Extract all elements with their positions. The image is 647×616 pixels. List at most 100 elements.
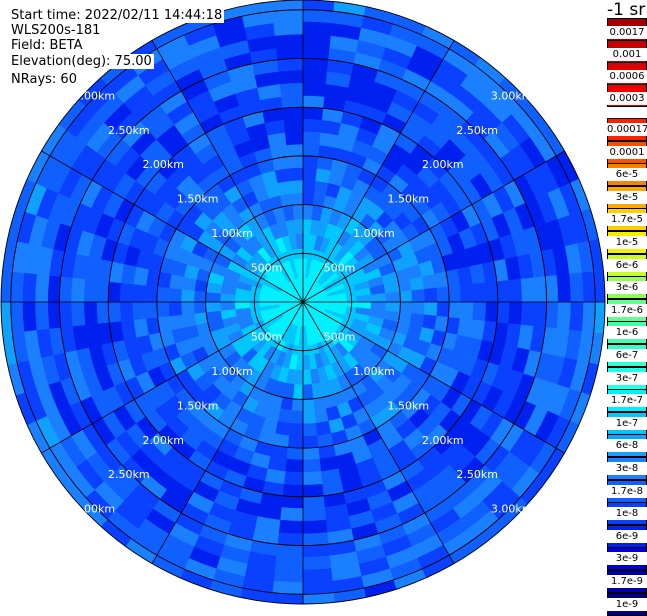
heatmap-cell xyxy=(472,301,487,322)
heatmap-cell xyxy=(282,106,304,121)
heatmap-cell xyxy=(169,314,185,331)
heatmap-cell xyxy=(302,82,327,97)
heatmap-cell xyxy=(302,532,329,546)
heatmap-cell xyxy=(581,301,596,333)
heatmap-cell xyxy=(168,301,183,317)
range-ring-label: 500m xyxy=(251,262,283,275)
heatmap-cell xyxy=(302,580,334,595)
range-ring-label: 500m xyxy=(324,330,356,343)
colorbar-tick-label: 3e-6 xyxy=(607,281,647,295)
heatmap-cell xyxy=(312,397,326,411)
colorbar-tick-label: 6e-5 xyxy=(607,168,647,182)
heatmap-cell xyxy=(436,286,450,303)
heatmap-cell xyxy=(399,290,413,303)
heatmap-cell xyxy=(302,384,314,400)
range-labels: 500m 500m 500m 500m 1.00km 1.00km 1.00km 1.00km… xyxy=(74,89,533,515)
heatmap-cell xyxy=(398,279,412,293)
azimuth-spoke xyxy=(302,150,565,303)
heatmap-cell xyxy=(459,283,474,303)
heatmap-cell xyxy=(569,301,584,332)
heatmap-cell xyxy=(290,180,304,194)
heatmap-cell xyxy=(302,9,334,24)
heatmap-cell xyxy=(385,291,401,303)
heatmap-cell xyxy=(421,273,437,290)
heatmap-cell xyxy=(302,155,319,169)
heatmap-cell xyxy=(276,543,304,558)
heatmap-cell xyxy=(302,519,328,535)
colorbar-tick-label: 3e-8 xyxy=(607,462,647,475)
heatmap-cell xyxy=(10,271,25,303)
heatmap-cell xyxy=(181,313,197,328)
range-ring-label: 1.50km xyxy=(388,399,430,412)
heatmap-cell xyxy=(302,555,332,571)
range-ring-label: 2.00km xyxy=(422,158,464,171)
heatmap-cell xyxy=(272,580,304,595)
heatmap-cell xyxy=(409,276,425,291)
range-ring-label: 3.00km xyxy=(74,503,116,516)
heatmap-cell xyxy=(282,483,304,498)
heatmap-cell xyxy=(459,301,474,321)
heatmap-cell xyxy=(302,410,316,424)
azimuth-spoke xyxy=(302,301,455,564)
heatmap-cell xyxy=(302,398,315,412)
heatmap-cell xyxy=(279,507,304,522)
azimuth-spoke xyxy=(151,40,304,303)
heatmap-cell xyxy=(274,33,304,49)
heatmap-cell xyxy=(520,301,536,327)
azimuth-spoke xyxy=(151,301,304,564)
heatmap-cell xyxy=(411,289,425,303)
heatmap-cell xyxy=(205,301,221,313)
range-ring-label: 2.50km xyxy=(108,468,150,481)
heatmap-cell xyxy=(119,282,134,303)
heatmap-cell xyxy=(278,519,304,535)
range-ring-label: 1.00km xyxy=(211,227,253,240)
heatmap-cell xyxy=(302,180,316,194)
colorbar-tick-label: 1.7e-8 xyxy=(607,484,647,498)
range-ring-label: 1.50km xyxy=(388,193,430,206)
heatmap-cell xyxy=(288,167,304,182)
colorbar-tick-label: 1e-9 xyxy=(607,597,647,611)
azimuth-spoke xyxy=(302,301,565,454)
heatmap-cell xyxy=(59,301,73,328)
colorbar-tick-label: 6e-8 xyxy=(607,439,647,453)
colorbar-tick-label: 1e-8 xyxy=(607,507,647,521)
heatmap-cell xyxy=(302,106,324,121)
heatmap-cell xyxy=(569,272,584,303)
range-ring-label: 2.00km xyxy=(422,434,464,447)
range-ring-label: 1.00km xyxy=(211,365,253,378)
colorbar-tick-label: 3e-7 xyxy=(607,371,647,385)
heatmap-cell xyxy=(508,278,523,303)
heatmap-cell xyxy=(291,192,304,206)
heatmap-cell xyxy=(411,301,425,315)
heatmap-cell xyxy=(302,422,318,437)
heatmap-cell xyxy=(520,277,536,303)
heatmap-cell xyxy=(302,507,327,522)
heatmap-cell xyxy=(281,495,304,509)
heatmap-cell xyxy=(292,204,304,220)
heatmap-cell xyxy=(544,301,559,329)
colorbar-tick-label: 1e-6 xyxy=(607,326,647,340)
heatmap-cell xyxy=(302,69,328,85)
heatmap-cell xyxy=(302,21,333,36)
azimuth-spoke xyxy=(302,40,455,303)
range-ring-label: 2.50km xyxy=(456,124,498,137)
colorbar-tick-label: 0.00017 xyxy=(607,123,647,136)
colorbar-tick-label: 1e-7 xyxy=(607,416,647,430)
heatmap-cell xyxy=(290,410,304,424)
heatmap-cell xyxy=(302,118,323,133)
azimuth-spoke xyxy=(41,150,304,303)
heatmap-cell xyxy=(284,131,304,146)
heatmap-cell xyxy=(399,301,413,314)
heatmap-cell xyxy=(448,301,462,319)
heatmap-cell xyxy=(281,95,304,109)
heatmap-cell xyxy=(302,143,320,157)
heatmap-cell xyxy=(302,435,319,449)
heatmap-cell xyxy=(314,408,329,424)
heatmap-cell xyxy=(284,458,304,473)
heatmap-cell xyxy=(34,273,50,303)
heatmap-cell xyxy=(423,287,438,303)
colorbar-tick-label: 1.7e-9 xyxy=(607,575,647,588)
heatmap-cell xyxy=(283,471,304,486)
heatmap-cell xyxy=(107,281,122,303)
